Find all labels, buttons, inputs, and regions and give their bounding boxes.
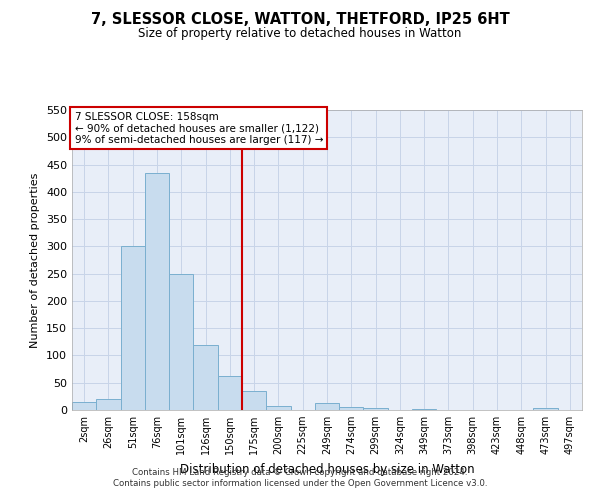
- Bar: [169, 274, 193, 410]
- X-axis label: Distribution of detached houses by size in Watton: Distribution of detached houses by size …: [179, 462, 475, 475]
- Bar: [412, 409, 436, 410]
- Text: Contains HM Land Registry data © Crown copyright and database right 2024.
Contai: Contains HM Land Registry data © Crown c…: [113, 468, 487, 487]
- Y-axis label: Number of detached properties: Number of detached properties: [31, 172, 40, 348]
- Bar: [145, 172, 169, 410]
- Bar: [218, 376, 242, 410]
- Text: 7, SLESSOR CLOSE, WATTON, THETFORD, IP25 6HT: 7, SLESSOR CLOSE, WATTON, THETFORD, IP25…: [91, 12, 509, 28]
- Bar: [242, 391, 266, 410]
- Text: Size of property relative to detached houses in Watton: Size of property relative to detached ho…: [139, 28, 461, 40]
- Bar: [96, 399, 121, 410]
- Text: 7 SLESSOR CLOSE: 158sqm
← 90% of detached houses are smaller (1,122)
9% of semi-: 7 SLESSOR CLOSE: 158sqm ← 90% of detache…: [74, 112, 323, 144]
- Bar: [533, 408, 558, 410]
- Bar: [72, 402, 96, 410]
- Bar: [339, 408, 364, 410]
- Bar: [193, 344, 218, 410]
- Bar: [315, 404, 339, 410]
- Bar: [121, 246, 145, 410]
- Bar: [266, 406, 290, 410]
- Bar: [364, 408, 388, 410]
